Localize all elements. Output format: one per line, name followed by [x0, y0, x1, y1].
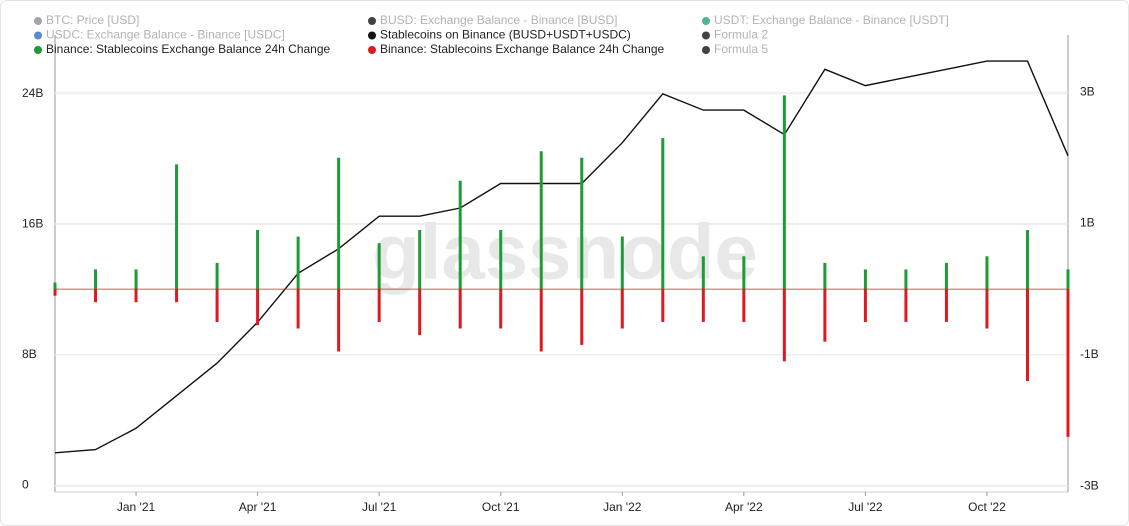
- bar: [620, 289, 624, 329]
- bar: [377, 289, 381, 322]
- x-tick-label: Apr '21: [239, 500, 277, 514]
- bar: [1025, 230, 1029, 290]
- bar: [1025, 289, 1029, 382]
- bar: [823, 289, 827, 342]
- bar: [377, 243, 381, 290]
- legend-marker[interactable]: [368, 31, 376, 40]
- bar: [863, 289, 867, 322]
- grid: [54, 35, 1069, 496]
- x-tick-label: Oct '22: [968, 500, 1006, 514]
- bar: [1066, 289, 1070, 437]
- legend-label[interactable]: BTC: Price [USD]: [46, 13, 139, 27]
- bar: [499, 289, 503, 329]
- bar: [985, 289, 989, 329]
- bar: [296, 289, 300, 329]
- bar: [94, 289, 98, 303]
- legend-marker[interactable]: [368, 46, 376, 54]
- legend-marker[interactable]: [34, 46, 42, 54]
- legend-label[interactable]: Stablecoins on Binance (BUSD+USDT+USDC): [380, 28, 631, 42]
- plot-area: [53, 60, 1070, 454]
- x-tick-label: Oct '21: [482, 500, 520, 514]
- bar: [823, 262, 827, 290]
- legend-label[interactable]: USDC: Exchange Balance - Binance [USDC]: [46, 28, 285, 42]
- bar: [215, 289, 219, 322]
- bar: [539, 151, 543, 290]
- bar: [580, 157, 584, 290]
- bar: [418, 230, 422, 290]
- bar: [539, 289, 543, 352]
- bar: [661, 138, 665, 290]
- bar: [458, 180, 462, 290]
- bar: [904, 269, 908, 290]
- y2-tick-label: 3B: [1080, 84, 1095, 98]
- bar: [944, 289, 948, 322]
- legend-label[interactable]: Formula 5: [714, 42, 768, 56]
- bar: [904, 289, 908, 322]
- bar: [256, 289, 260, 326]
- bar: [134, 289, 138, 303]
- bar: [418, 289, 422, 336]
- bar: [701, 289, 705, 322]
- bar: [782, 95, 786, 290]
- legend-marker[interactable]: [34, 17, 42, 25]
- line: [54, 60, 1069, 454]
- y-tick-label: 0: [22, 478, 29, 492]
- legend-marker[interactable]: [702, 31, 710, 40]
- bar: [701, 256, 705, 290]
- bar: [53, 282, 57, 290]
- bar: [944, 262, 948, 290]
- bar: [661, 289, 665, 322]
- bar: [215, 262, 219, 290]
- y-tick-label: 24B: [22, 86, 43, 100]
- x-tick-label: Jul '21: [362, 500, 397, 514]
- bar: [458, 289, 462, 329]
- y2-tick-label: -3B: [1080, 478, 1099, 492]
- legend-label[interactable]: Binance: Stablecoins Exchange Balance 24…: [380, 42, 665, 56]
- bar: [742, 256, 746, 290]
- bar: [499, 230, 503, 290]
- legend-label[interactable]: Binance: Stablecoins Exchange Balance 24…: [46, 42, 331, 56]
- bar: [742, 289, 746, 322]
- bar: [580, 289, 584, 345]
- bar: [985, 256, 989, 290]
- bar: [337, 289, 341, 352]
- legend: BTC: Price [USD] BUSD: Exchange Balance -…: [34, 13, 949, 56]
- bar: [175, 164, 179, 290]
- bar: [782, 289, 786, 362]
- legend-marker[interactable]: [34, 31, 42, 40]
- y-tick-label: 16B: [22, 217, 43, 231]
- bar: [175, 289, 179, 303]
- bar: [94, 269, 98, 290]
- legend-marker[interactable]: [368, 17, 376, 25]
- y2-tick-label: -1B: [1080, 347, 1099, 361]
- y2-tick-label: 1B: [1080, 216, 1095, 230]
- bar: [256, 230, 260, 290]
- legend-label[interactable]: USDT: Exchange Balance - Binance [USDT]: [714, 13, 949, 27]
- bar: [134, 269, 138, 290]
- x-tick-label: Jan '22: [603, 500, 642, 514]
- bar: [53, 289, 57, 296]
- watermark: glassnode: [372, 208, 758, 296]
- bar: [863, 269, 867, 290]
- x-tick-label: Apr '22: [725, 500, 763, 514]
- bar: [1066, 269, 1070, 290]
- x-tick-label: Jan '21: [117, 500, 156, 514]
- legend-label[interactable]: BUSD: Exchange Balance - Binance [BUSD]: [380, 13, 617, 27]
- bar: [296, 236, 300, 290]
- bar: [337, 157, 341, 290]
- legend-marker[interactable]: [702, 46, 710, 54]
- legend-marker[interactable]: [702, 17, 710, 25]
- bar: [620, 236, 624, 290]
- legend-label[interactable]: Formula 2: [714, 28, 768, 42]
- x-tick-label: Jul '22: [848, 500, 883, 514]
- y-tick-label: 8B: [22, 347, 37, 361]
